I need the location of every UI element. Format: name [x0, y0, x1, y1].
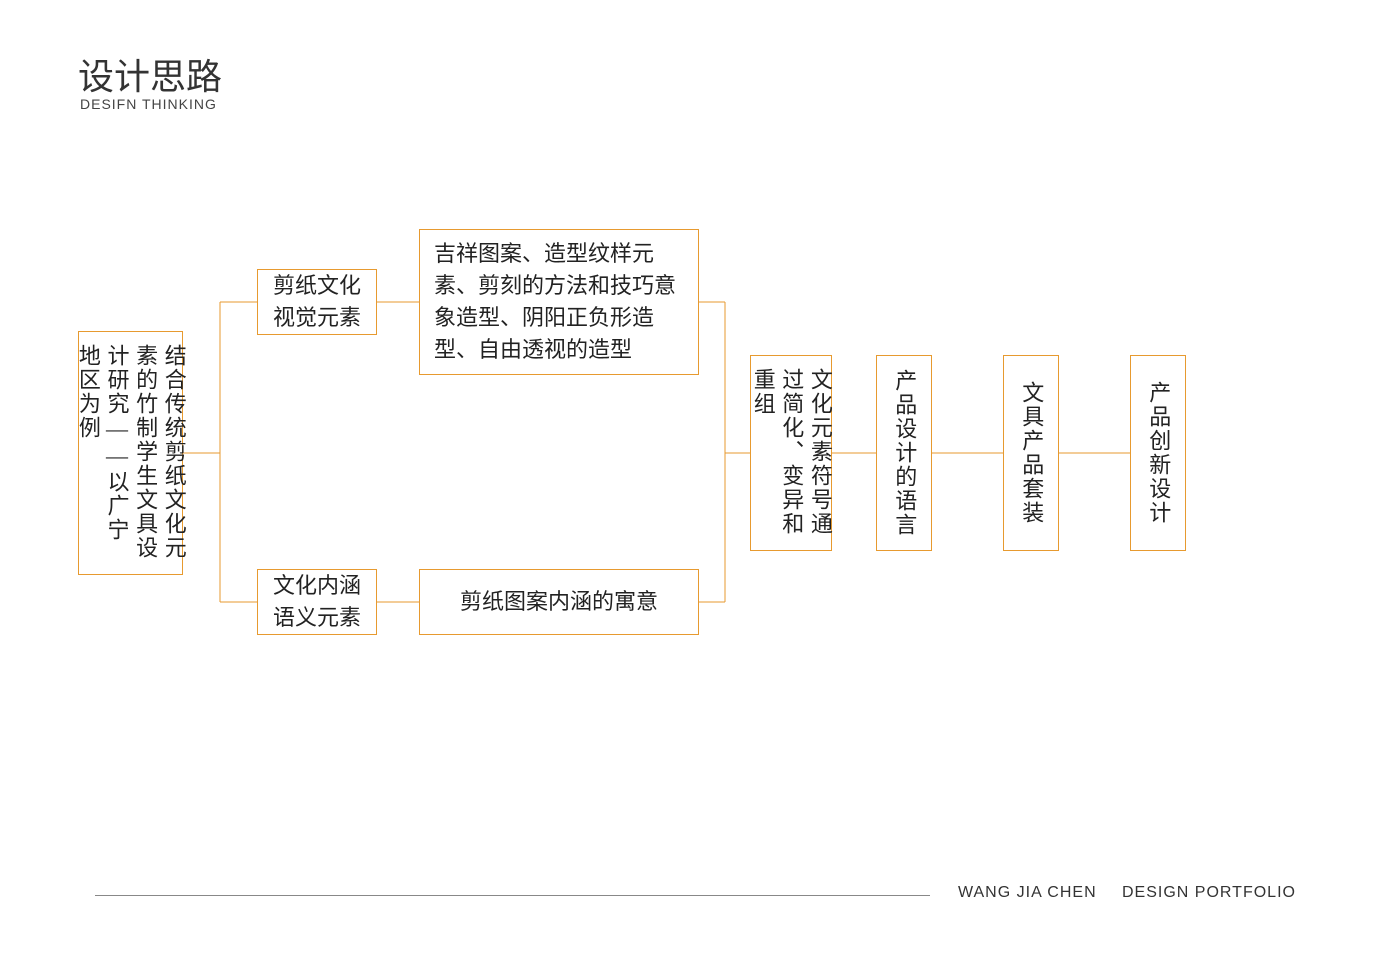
page: 设计思路 DESIFN THINKING 结合传统剪纸文化元素的竹制学生文具设计…	[0, 0, 1400, 967]
node-innovation-label: 产品创新设计	[1138, 369, 1179, 537]
node-visual-elements-label: 剪纸文化视觉元素	[259, 264, 375, 340]
node-semantic-elements: 文化内涵语义元素	[257, 569, 377, 635]
footer-divider	[95, 895, 930, 896]
node-design-language: 产品设计的语言	[876, 355, 932, 551]
footer-author: WANG JIA CHEN	[958, 884, 1097, 902]
node-visual-elements: 剪纸文化视觉元素	[257, 269, 377, 335]
node-patterns: 吉祥图案、造型纹样元素、剪刻的方法和技巧意象造型、阴阳正负形造型、自由透视的造型	[419, 229, 699, 375]
node-symbol-transform-label: 文化元素符号通过简化、变异和重组	[742, 356, 840, 550]
flow-connectors	[0, 0, 1400, 967]
node-symbol-transform: 文化元素符号通过简化、变异和重组	[750, 355, 832, 551]
node-meaning: 剪纸图案内涵的寓意	[419, 569, 699, 635]
node-root: 结合传统剪纸文化元素的竹制学生文具设计研究——以广宁地区为例	[78, 331, 183, 575]
node-meaning-label: 剪纸图案内涵的寓意	[446, 580, 672, 624]
node-stationery-set: 文具产品套装	[1003, 355, 1059, 551]
node-semantic-elements-label: 文化内涵语义元素	[259, 564, 375, 640]
node-innovation: 产品创新设计	[1130, 355, 1186, 551]
footer-label: DESIGN PORTFOLIO	[1122, 884, 1296, 902]
node-stationery-set-label: 文具产品套装	[1011, 369, 1052, 537]
node-root-label: 结合传统剪纸文化元素的竹制学生文具设计研究——以广宁地区为例	[67, 332, 193, 574]
node-patterns-label: 吉祥图案、造型纹样元素、剪刻的方法和技巧意象造型、阴阳正负形造型、自由透视的造型	[420, 232, 698, 372]
node-design-language-label: 产品设计的语言	[884, 357, 925, 549]
